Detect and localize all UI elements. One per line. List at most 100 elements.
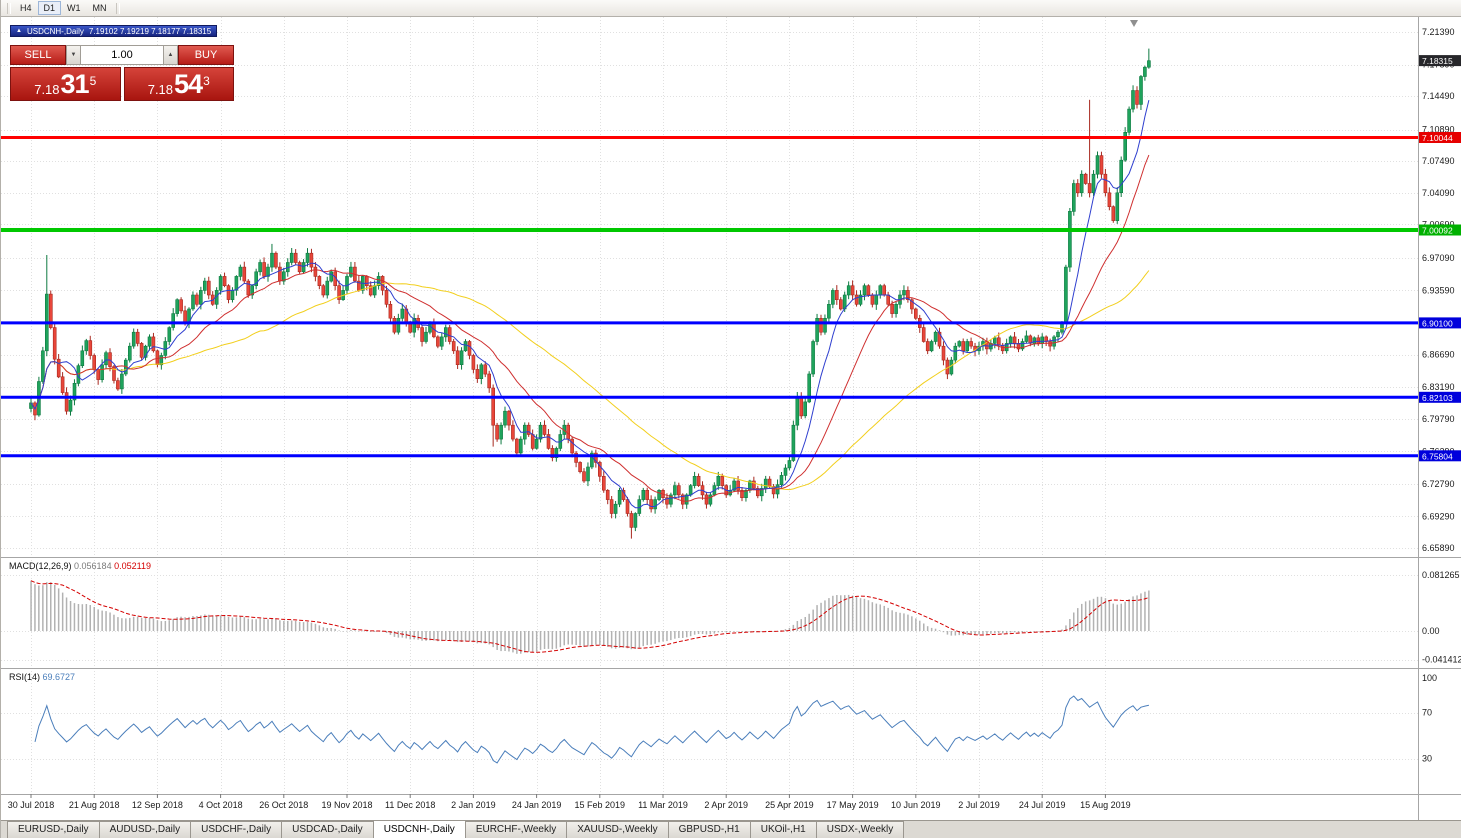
sell-price-main: 7.18 [34, 82, 60, 97]
sell-price-pips: 31 [60, 69, 90, 100]
chart-title-bar: ▲ USDCNH-,Daily 7.19102 7.19219 7.18177 … [10, 25, 218, 37]
svg-text:26 Oct 2018: 26 Oct 2018 [259, 800, 308, 810]
price-badge [1419, 450, 1461, 462]
svg-text:0.081265: 0.081265 [1422, 570, 1460, 580]
tab-gbpusd-h1[interactable]: GBPUSD-,H1 [667, 821, 751, 838]
timeframe-toolbar: H4 D1 W1 MN [1, 0, 1461, 17]
svg-text:7.10044: 7.10044 [1422, 133, 1453, 143]
svg-text:6.93590: 6.93590 [1422, 286, 1455, 296]
volume-input[interactable]: 1.00 [81, 45, 163, 65]
svg-text:21 Aug 2018: 21 Aug 2018 [69, 800, 120, 810]
price-badge [1419, 224, 1461, 236]
price-badge [1419, 391, 1461, 403]
svg-text:11 Dec 2018: 11 Dec 2018 [385, 800, 435, 810]
chart-ohlc-values: 7.19102 7.19219 7.18177 7.18315 [88, 26, 212, 36]
svg-text:30 Jul 2018: 30 Jul 2018 [8, 800, 55, 810]
svg-text:30: 30 [1422, 754, 1432, 764]
chevron-up-icon: ▲ [167, 52, 174, 58]
chart-icon: ▲ [16, 28, 22, 34]
svg-text:11 Mar 2019: 11 Mar 2019 [638, 800, 688, 810]
chart-symbol-label: USDCNH-,Daily [26, 26, 84, 36]
price-badge [1419, 132, 1461, 143]
volume-decrease-button[interactable]: ▼ [66, 45, 81, 65]
macd-signal-line [30, 580, 1150, 653]
buy-price-pips: 54 [174, 69, 203, 100]
tab-xauusd-weekly[interactable]: XAUUSD-,Weekly [566, 821, 669, 838]
svg-text:6.79790: 6.79790 [1422, 414, 1455, 424]
svg-text:6.69290: 6.69290 [1422, 511, 1455, 521]
svg-text:0.00: 0.00 [1422, 626, 1440, 636]
svg-text:6.97090: 6.97090 [1422, 253, 1455, 263]
svg-text:-0.041412: -0.041412 [1422, 655, 1461, 665]
chart-canvas[interactable]: 7.213907.178907.144907.108907.074907.040… [1, 17, 1461, 820]
svg-text:25 Apr 2019: 25 Apr 2019 [765, 800, 814, 810]
ma-21-line [30, 154, 1150, 502]
svg-text:15 Feb 2019: 15 Feb 2019 [575, 800, 626, 810]
chart-window: 7.213907.178907.144907.108907.074907.040… [1, 17, 1461, 820]
ma-55-line [30, 270, 1150, 491]
chart-shift-marker-icon[interactable] [1130, 20, 1138, 27]
svg-text:12 Sep 2018: 12 Sep 2018 [132, 800, 183, 810]
buy-price-main: 7.18 [147, 82, 174, 97]
price-badge [1419, 55, 1461, 67]
timeframe-button-h4[interactable]: H4 [20, 3, 32, 13]
macd-histogram [30, 580, 1150, 654]
tab-usdcnh-daily[interactable]: USDCNH-,Daily [372, 820, 466, 838]
svg-text:24 Jul 2019: 24 Jul 2019 [1019, 800, 1066, 810]
rsi-label: RSI(14) 69.6727 [9, 672, 75, 682]
hlines-layer [1, 136, 1418, 458]
buy-price-button[interactable]: 7.18 54 3 [123, 67, 234, 101]
grid-layer [1, 17, 1418, 794]
svg-text:2 Jan 2019: 2 Jan 2019 [451, 800, 496, 810]
macd-label: MACD(12,26,9) 0.056184 0.052119 [9, 561, 151, 571]
svg-text:7.10890: 7.10890 [1422, 125, 1455, 135]
svg-text:6.65890: 6.65890 [1422, 543, 1455, 553]
svg-text:6.82103: 6.82103 [1422, 393, 1453, 403]
buy-button[interactable]: BUY [178, 45, 234, 65]
sell-price-button[interactable]: 7.18 31 5 [10, 67, 121, 101]
price-badges: 7.10044 7.00092 6.90100 6.82103 6.75804 7.183… [1419, 55, 1461, 462]
svg-text:2 Jul 2019: 2 Jul 2019 [958, 800, 1000, 810]
one-click-trading-panel: SELL ▼ 1.00 ▲ BUY 7.18 31 5 7.18 54 3 [10, 45, 234, 101]
tab-ukoil-h1[interactable]: UKOil-,H1 [749, 821, 817, 838]
timeframe-button-w1[interactable]: W1 [67, 3, 81, 13]
tab-eurusd-daily[interactable]: EURUSD-,Daily [7, 821, 100, 838]
svg-text:7.21390: 7.21390 [1422, 27, 1455, 37]
svg-text:7.04090: 7.04090 [1422, 188, 1455, 198]
chart-tab-bar: EURUSD-,Daily AUDUSD-,Daily USDCHF-,Daily U… [1, 820, 1461, 838]
tab-eurchf-weekly[interactable]: EURCHF-,Weekly [464, 821, 568, 838]
tab-usdchf-daily[interactable]: USDCHF-,Daily [190, 821, 283, 838]
svg-text:10 Jun 2019: 10 Jun 2019 [891, 800, 941, 810]
svg-text:7.18315: 7.18315 [1422, 56, 1453, 66]
toolbar-separator [115, 2, 120, 14]
svg-text:2 Apr 2019: 2 Apr 2019 [704, 800, 748, 810]
svg-text:70: 70 [1422, 708, 1432, 718]
svg-text:7.00092: 7.00092 [1422, 226, 1453, 236]
svg-text:6.90100: 6.90100 [1422, 318, 1453, 328]
svg-text:6.75804: 6.75804 [1422, 451, 1453, 461]
sell-button[interactable]: SELL [10, 45, 66, 65]
chevron-down-icon: ▼ [70, 52, 77, 58]
timeframe-button-mn[interactable]: MN [92, 3, 107, 13]
tab-usdx-weekly[interactable]: USDX-,Weekly [815, 821, 905, 838]
svg-text:6.72790: 6.72790 [1422, 479, 1455, 489]
timeframe-button-d1[interactable]: D1 [37, 1, 62, 15]
timeframe-button-group: H4 D1 W1 MN [14, 0, 113, 16]
volume-increase-button[interactable]: ▲ [163, 45, 178, 65]
svg-text:4 Oct 2018: 4 Oct 2018 [199, 800, 243, 810]
svg-text:15 Aug 2019: 15 Aug 2019 [1080, 800, 1131, 810]
pane-separators [1, 17, 1461, 820]
indicator-labels: MACD(12,26,9) 0.056184 0.052119 RSI(14) 6… [9, 561, 151, 682]
svg-text:17 May 2019: 17 May 2019 [827, 800, 879, 810]
svg-text:24 Jan 2019: 24 Jan 2019 [512, 800, 562, 810]
toolbar-separator [7, 2, 11, 14]
buy-price-point: 3 [203, 74, 210, 88]
svg-text:100: 100 [1422, 673, 1437, 683]
rsi-line [34, 695, 1149, 764]
time-axis-area[interactable]: 30 Jul 2018 21 Aug 2018 12 Sep 2018 4 Oct 2… [8, 794, 1131, 810]
tab-usdcad-daily[interactable]: USDCAD-,Daily [281, 821, 374, 838]
svg-text:6.83190: 6.83190 [1422, 382, 1455, 392]
tab-audusd-daily[interactable]: AUDUSD-,Daily [98, 821, 192, 838]
svg-text:6.86690: 6.86690 [1422, 350, 1455, 360]
